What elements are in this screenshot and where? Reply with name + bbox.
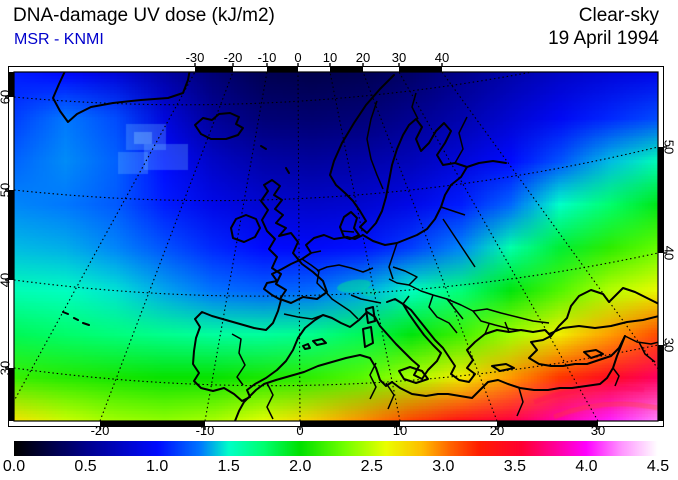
condition-label: Clear-sky (578, 5, 659, 26)
source-label: MSR - KNMI (14, 31, 104, 48)
page-title: DNA-damage UV dose (kJ/m2) (13, 5, 275, 26)
map-panel (5, 63, 667, 430)
map-frame (5, 63, 667, 430)
axis-tick-label: -20 (223, 50, 243, 65)
map-overlay (5, 63, 667, 430)
coastlines (52, 72, 658, 421)
colorbar-tick-label: 0.0 (2, 458, 26, 475)
axis-tick-label: -30 (185, 50, 205, 65)
colorbar-tick-label: 1.0 (145, 458, 169, 475)
graticule (14, 72, 658, 421)
colorbar-tick-label: 3.0 (432, 458, 455, 475)
axis-tick-label: 30 (391, 50, 407, 65)
colorbar-tick-label: 0.5 (74, 458, 97, 475)
axis-tick-label: 20 (355, 50, 371, 65)
axis-tick-label: 0 (296, 423, 304, 438)
colorbar-tick-label: 1.5 (217, 458, 240, 475)
date-label: 19 April 1994 (548, 28, 659, 49)
colorbar-tick-label: 3.5 (503, 458, 526, 475)
country-borders (231, 92, 658, 420)
uv-field-heatmap (14, 72, 658, 421)
axis-tick-label: -10 (257, 50, 277, 65)
colorbar-tick-label: 2.5 (360, 458, 383, 475)
colorbar (14, 441, 658, 456)
colorbar-tick-label: 2.0 (289, 458, 312, 475)
axis-tick-label: 40 (434, 50, 450, 65)
axis-tick-label: 10 (322, 50, 338, 65)
axis-tick-label: 0 (294, 50, 302, 65)
colorbar-tick-label: 4.0 (575, 458, 598, 475)
colorbar-tick-label: 4.5 (646, 458, 670, 475)
